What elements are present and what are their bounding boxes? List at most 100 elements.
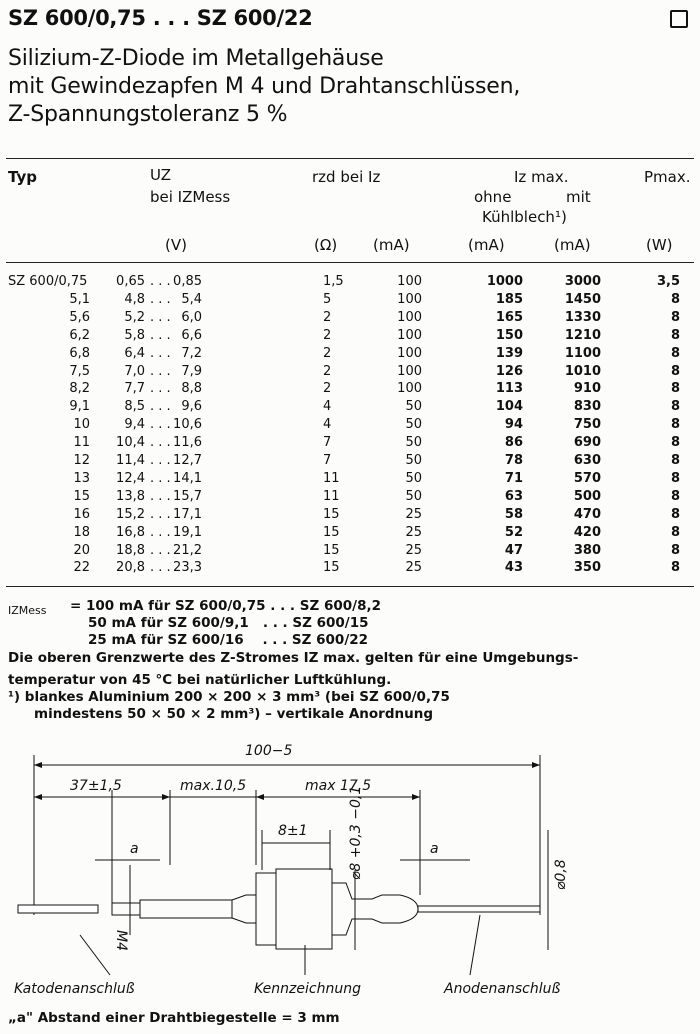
range-dots: . . . xyxy=(150,309,171,325)
cell-type: 18 xyxy=(73,524,90,540)
cell-izmax-ohne: 150 xyxy=(495,327,523,343)
table-row: 6,2 5,8 6,6 2 100 150 1210 8 . . . xyxy=(0,328,700,346)
cell-izmax-ohne: 52 xyxy=(504,524,523,540)
divider xyxy=(6,158,694,159)
header-uz: UZ xyxy=(150,166,171,184)
cell-uz-min: 10,4 xyxy=(116,435,145,451)
cell-uz-min: 11,4 xyxy=(116,453,145,468)
table-row: 5,6 5,2 6,0 2 100 165 1330 8 . . . xyxy=(0,310,700,328)
cell-type: 15 xyxy=(73,488,90,504)
cell-uz-max: 19,1 xyxy=(173,524,202,540)
cell-iz: 25 xyxy=(405,524,422,540)
cell-iz: 50 xyxy=(405,470,422,486)
cell-pmax: 8 xyxy=(670,542,680,558)
cell-izmax-mit: 500 xyxy=(573,488,601,504)
cell-izmax-mit: 630 xyxy=(573,453,601,468)
cell-rzd: 15 xyxy=(323,524,340,540)
cell-uz-max: 8,8 xyxy=(181,381,202,397)
cell-type: 5,6 xyxy=(69,309,90,325)
cell-izmax-ohne: 165 xyxy=(495,309,523,325)
note-line: 25 mA für SZ 600/16 . . . SZ 600/22 xyxy=(88,632,369,648)
cell-pmax: 8 xyxy=(670,488,680,504)
table-row: 10 9,4 10,6 4 50 94 750 8 . . . xyxy=(0,417,700,435)
cell-rzd: 5 xyxy=(323,291,332,307)
subtitle-line: Silizium-Z-Diode im Metallgehäuse xyxy=(8,46,384,71)
dimension-drawing: 100−5 37±1,5 max.10,5 max 17,5 8±1 ⌀8 +0… xyxy=(14,743,569,997)
cell-uz-max: 6,0 xyxy=(181,309,202,325)
cell-iz: 100 xyxy=(397,274,422,289)
dim-max-10-5: max.10,5 xyxy=(180,778,246,794)
header-typ: Typ xyxy=(8,168,37,186)
note-line: 50 mA für SZ 600/9,1 . . . SZ 600/15 xyxy=(88,615,369,631)
range-dots: . . . xyxy=(150,399,171,415)
cell-rzd: 15 xyxy=(323,560,340,576)
cell-uz-min: 12,4 xyxy=(116,470,145,486)
cell-uz-max: 5,4 xyxy=(181,291,202,307)
cell-iz: 50 xyxy=(405,399,422,415)
label-cathode: Katodenanschluß xyxy=(14,981,135,997)
cell-uz-max: 7,9 xyxy=(181,363,202,379)
cell-izmax-ohne: 139 xyxy=(495,345,523,361)
cell-iz: 50 xyxy=(405,453,422,468)
header-iz-max: Iz max. xyxy=(514,168,569,186)
cell-uz-max: 6,6 xyxy=(181,327,202,343)
range-dots: . . . xyxy=(150,453,171,468)
table-row: 15 13,8 15,7 11 50 63 500 8 . . . xyxy=(0,489,700,507)
note-line: = 100 mA für SZ 600/0,75 . . . SZ 600/8,… xyxy=(70,598,382,614)
cell-type: 16 xyxy=(73,506,90,522)
range-dots: . . . xyxy=(150,363,171,379)
cell-izmax-ohne: 43 xyxy=(504,560,523,576)
footnote-line: mindestens 50 × 50 × 2 mm³) – vertikale … xyxy=(34,706,433,722)
divider xyxy=(6,586,694,587)
range-dots: . . . xyxy=(150,524,171,540)
cell-type: SZ 600/0,75 xyxy=(8,274,88,289)
table-row: 11 10,4 11,6 7 50 86 690 8 . . . xyxy=(0,435,700,453)
cell-uz-max: 11,6 xyxy=(173,435,202,451)
note-line: temperatur von 45 °C bei natürlicher Luf… xyxy=(8,672,392,688)
table-row: 9,1 8,5 9,6 4 50 104 830 8 . . . xyxy=(0,399,700,417)
dim-37: 37±1,5 xyxy=(70,778,122,794)
cell-izmax-mit: 830 xyxy=(573,399,601,415)
cell-type: 20 xyxy=(73,542,90,558)
cell-izmax-mit: 380 xyxy=(573,542,601,558)
cell-pmax: 8 xyxy=(670,453,680,468)
cell-uz-max: 21,2 xyxy=(173,542,202,558)
cell-uz-max: 9,6 xyxy=(181,399,202,415)
cell-izmax-ohne: 104 xyxy=(495,399,523,415)
header-mit: mit xyxy=(566,188,591,206)
cell-iz: 100 xyxy=(397,345,422,361)
cell-type: 10 xyxy=(73,417,90,433)
cell-uz-min: 5,2 xyxy=(124,309,145,325)
divider xyxy=(6,262,694,263)
cell-iz: 50 xyxy=(405,488,422,504)
cell-izmax-mit: 1210 xyxy=(564,327,601,343)
cell-izmax-mit: 690 xyxy=(573,435,601,451)
cell-type: 7,5 xyxy=(69,363,90,379)
cell-rzd: 11 xyxy=(323,488,340,504)
table-row: 5,1 4,8 5,4 5 100 185 1450 8 . . . xyxy=(0,292,700,310)
cell-izmax-ohne: 71 xyxy=(504,470,523,486)
cell-pmax: 8 xyxy=(670,399,680,415)
cell-uz-min: 13,8 xyxy=(116,488,145,504)
unit-ma-ohne: (mA) xyxy=(468,236,505,254)
cell-izmax-ohne: 113 xyxy=(495,381,523,397)
table-row: 13 12,4 14,1 11 50 71 570 8 . . . xyxy=(0,471,700,489)
label-anode: Anodenanschluß xyxy=(443,981,560,997)
dim-wire-diameter: ⌀0,8 xyxy=(553,859,569,890)
cell-pmax: 8 xyxy=(670,506,680,522)
cell-uz-min: 15,2 xyxy=(116,506,145,522)
cell-izmax-ohne: 47 xyxy=(504,542,523,558)
cell-pmax: 8 xyxy=(670,327,680,343)
cell-type: 9,1 xyxy=(69,399,90,415)
cell-uz-min: 18,8 xyxy=(116,542,145,558)
checkbox[interactable] xyxy=(670,10,688,28)
cell-izmax-mit: 750 xyxy=(573,417,601,433)
cell-iz: 50 xyxy=(405,417,422,433)
cell-izmax-ohne: 63 xyxy=(504,488,523,504)
cell-pmax: 8 xyxy=(670,291,680,307)
cell-izmax-ohne: 1000 xyxy=(486,274,523,289)
cell-uz-max: 12,7 xyxy=(173,453,202,468)
cell-uz-min: 16,8 xyxy=(116,524,145,540)
range-dots: . . . xyxy=(150,381,171,397)
cell-uz-max: 14,1 xyxy=(173,470,202,486)
